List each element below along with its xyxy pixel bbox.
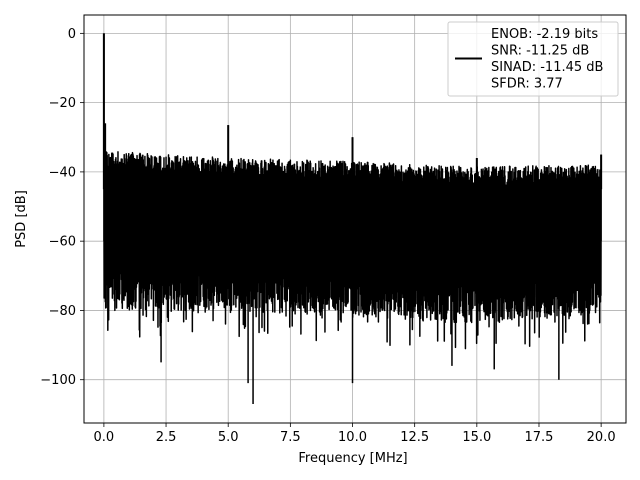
y-axis-ticks: 0 −20 −40 −60 −80 −100 <box>40 27 84 388</box>
x-tick-label: 2.5 <box>156 430 177 445</box>
legend-box <box>447 21 619 97</box>
axes-frame <box>83 14 627 424</box>
x-axis-label: Frequency [MHz] <box>298 451 407 466</box>
x-tick-label: 0.0 <box>94 430 115 445</box>
x-tick-label: 7.5 <box>280 430 301 445</box>
legend-line: ENOB: -2.19 bits <box>491 27 598 42</box>
x-tick-label: 10.0 <box>338 430 367 445</box>
y-tick-label: −80 <box>49 304 76 319</box>
x-tick-label: 5.0 <box>218 430 239 445</box>
x-tick-label: 15.0 <box>462 430 491 445</box>
y-tick-label: 0 <box>68 27 76 42</box>
legend-line: SINAD: -11.45 dB <box>491 60 603 75</box>
x-tick-label: 17.5 <box>525 430 554 445</box>
y-tick-label: −60 <box>49 235 76 250</box>
legend-label: ENOB: -2.19 bits SNR: -11.25 dB SINAD: -11… <box>491 27 603 92</box>
y-axis-label: PSD [dB] <box>14 190 29 248</box>
x-axis-ticks: 0.0 2.5 5.0 7.5 10.0 12.5 15.0 17.5 20.0 <box>94 423 616 445</box>
x-tick-label: 20.0 <box>587 430 616 445</box>
plot-area <box>102 33 603 404</box>
y-tick-label: −100 <box>40 373 76 388</box>
legend: ENOB: -2.19 bits SNR: -11.25 dB SINAD: -11… <box>447 21 619 97</box>
legend-line: SFDR: 3.77 <box>491 77 563 92</box>
x-tick-label: 12.5 <box>400 430 429 445</box>
legend-line: SNR: -11.25 dB <box>491 44 589 59</box>
y-tick-label: −40 <box>49 165 76 180</box>
y-tick-label: −20 <box>49 96 76 111</box>
